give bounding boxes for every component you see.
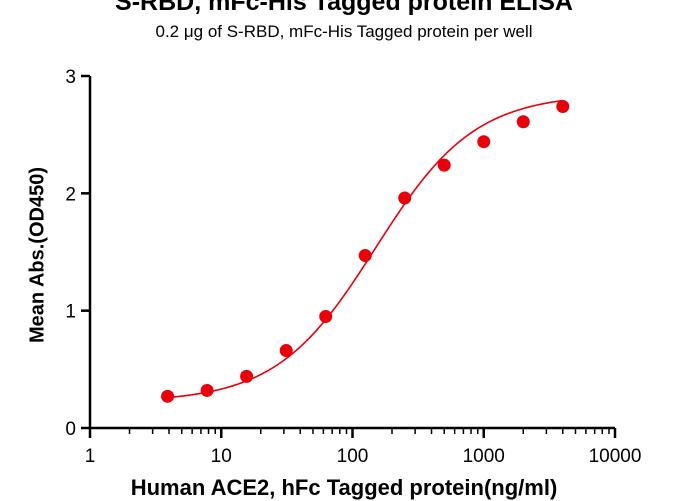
y-tick-label: 1 xyxy=(65,302,76,323)
data-point xyxy=(398,191,412,205)
chart-subtitle: 0.2 μg of S-RBD, mFc-His Tagged protein … xyxy=(155,22,533,41)
data-point xyxy=(200,383,214,397)
data-point xyxy=(516,115,530,129)
data-point xyxy=(279,344,293,358)
x-tick-label: 1 xyxy=(85,446,96,467)
data-point xyxy=(477,135,491,149)
data-point xyxy=(319,310,333,324)
data-point xyxy=(437,158,451,172)
fit-curve xyxy=(167,99,563,399)
y-tick-label: 3 xyxy=(65,67,76,88)
x-tick-label: 100 xyxy=(337,446,369,467)
x-tick-label: 1000 xyxy=(463,446,505,467)
data-point xyxy=(358,249,372,263)
data-point xyxy=(161,389,175,403)
x-tick-label: 10000 xyxy=(589,446,642,467)
y-tick-label: 0 xyxy=(65,419,76,440)
x-tick-label: 10 xyxy=(211,446,232,467)
data-point xyxy=(240,369,254,383)
y-tick-label: 2 xyxy=(65,184,76,205)
chart-title: S-RBD, mFc-His Tagged protein ELISA xyxy=(115,0,573,16)
data-point xyxy=(556,100,570,114)
